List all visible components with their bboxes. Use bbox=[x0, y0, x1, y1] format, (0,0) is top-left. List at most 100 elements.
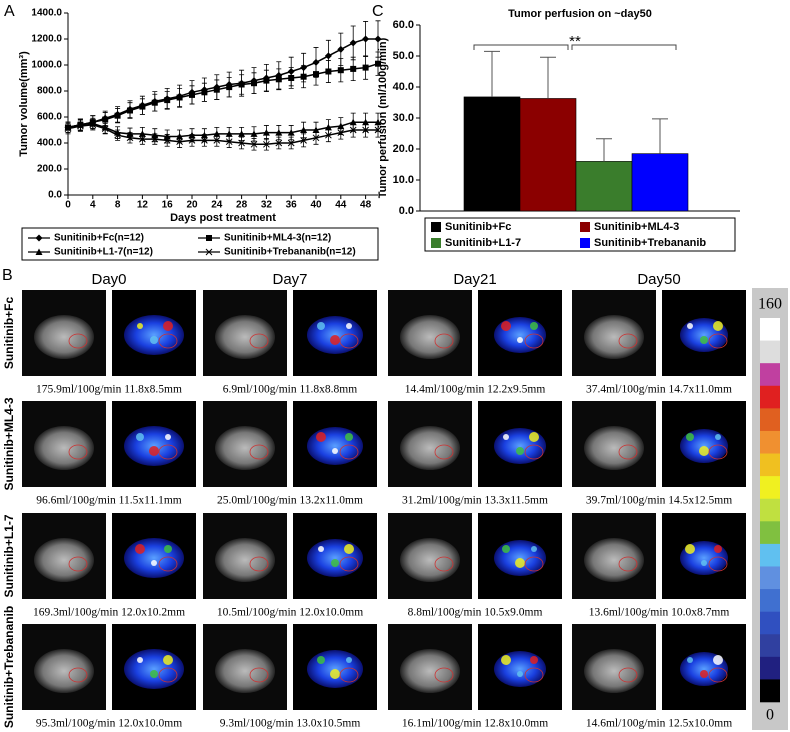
marker bbox=[312, 58, 320, 66]
perfusion-spot bbox=[330, 335, 340, 345]
group-label: Sunitinib+Trebananib bbox=[2, 606, 16, 728]
marker bbox=[114, 112, 121, 119]
caption: 9.3ml/100g/min 13.0x10.5mm bbox=[220, 718, 361, 730]
panel-label: A bbox=[4, 3, 15, 20]
marker bbox=[288, 75, 295, 81]
legend-swatch bbox=[580, 238, 590, 248]
marker bbox=[238, 81, 245, 88]
marker bbox=[163, 137, 171, 144]
error-bar bbox=[652, 118, 668, 154]
perfusion-spot bbox=[151, 560, 157, 566]
chart-title: Tumor perfusion on ~day50 bbox=[508, 8, 652, 20]
tumor-outline bbox=[618, 667, 638, 683]
marker bbox=[64, 125, 72, 133]
marker bbox=[325, 68, 332, 75]
perfusion-spot bbox=[332, 448, 338, 454]
caption: 25.0ml/100g/min 13.2x11.0mm bbox=[217, 495, 363, 507]
perfusion-spot bbox=[517, 671, 523, 677]
legend-label: Sunitinib+Fc(n=12) bbox=[54, 233, 144, 244]
perfusion-region bbox=[307, 539, 363, 577]
day-label: Day7 bbox=[272, 271, 307, 288]
marker bbox=[374, 35, 382, 43]
x-tick-label: 36 bbox=[286, 200, 298, 211]
colorbar-cell bbox=[760, 611, 780, 635]
perfusion-spot bbox=[515, 558, 525, 568]
legend-box bbox=[424, 217, 736, 252]
caption: 175.9ml/100g/min 11.8x8.5mm bbox=[36, 384, 182, 396]
tumor-outline bbox=[434, 556, 454, 572]
legend-label: Sunitinib+Fc bbox=[445, 221, 511, 233]
marker bbox=[275, 76, 282, 83]
x-tick-label: 12 bbox=[137, 200, 149, 211]
caption: 39.7ml/100g/min 14.5x12.5mm bbox=[586, 495, 732, 507]
tumor-outline bbox=[249, 444, 269, 460]
tumor-outline bbox=[524, 556, 544, 572]
marker bbox=[126, 134, 134, 142]
y-tick-label: 30.0 bbox=[393, 112, 414, 124]
perfusion-region bbox=[124, 315, 184, 355]
perfusion-spot bbox=[331, 559, 339, 567]
x-tick-label: 8 bbox=[115, 200, 121, 211]
tumor-outline bbox=[339, 444, 359, 460]
perfusion-spot bbox=[135, 544, 145, 554]
marker bbox=[374, 126, 382, 134]
group-label: Sunitinib+Fc bbox=[2, 297, 16, 370]
tumor-outline bbox=[524, 444, 544, 460]
perfusion-spot bbox=[529, 432, 539, 442]
caption: 6.9ml/100g/min 11.8x8.8mm bbox=[223, 384, 357, 396]
y-tick-label: 0.0 bbox=[48, 190, 62, 201]
marker bbox=[324, 52, 332, 60]
marker bbox=[374, 118, 382, 126]
perfusion-spot bbox=[150, 670, 158, 678]
colorbar-cell bbox=[760, 408, 780, 432]
perfusion-spot bbox=[318, 546, 324, 552]
marker bbox=[114, 131, 121, 139]
tumor-outline bbox=[158, 667, 178, 683]
colorbar-cell bbox=[760, 476, 780, 500]
marker bbox=[287, 139, 295, 147]
x-tick-label: 44 bbox=[335, 200, 347, 211]
marker bbox=[139, 103, 146, 110]
perfusion-spot bbox=[530, 322, 538, 330]
marker bbox=[275, 129, 283, 136]
perfusion-spot bbox=[715, 434, 721, 440]
marker bbox=[139, 135, 146, 143]
marker bbox=[250, 140, 258, 148]
y-tick-label: 10.0 bbox=[393, 174, 414, 186]
caption: 37.4ml/100g/min 14.7x11.0mm bbox=[586, 384, 732, 396]
marker bbox=[151, 135, 159, 143]
tumor-outline bbox=[68, 556, 88, 572]
perfusion-spot bbox=[686, 433, 694, 441]
x-tick-label: 16 bbox=[162, 200, 174, 211]
y-tick-label: 20.0 bbox=[393, 143, 414, 155]
colorbar-max: 160 bbox=[758, 296, 782, 313]
y-tick-label: 40.0 bbox=[393, 81, 414, 93]
tumor-outline bbox=[339, 667, 359, 683]
marker bbox=[362, 35, 370, 43]
tumor-outline bbox=[618, 333, 638, 349]
perfusion-spot bbox=[317, 322, 325, 330]
perfusion-spot bbox=[699, 446, 709, 456]
perfusion-spot bbox=[330, 669, 340, 679]
marker bbox=[213, 86, 220, 93]
series-line bbox=[67, 62, 379, 129]
y-tick-label: 1400.0 bbox=[31, 8, 62, 19]
marker bbox=[251, 80, 257, 87]
y-tick-label: 400.0 bbox=[37, 138, 62, 149]
legend-label: Sunitinib+L1-7 bbox=[445, 237, 521, 249]
marker bbox=[300, 137, 307, 144]
x-tick-label: 4 bbox=[90, 200, 96, 211]
marker bbox=[206, 235, 212, 241]
panel-label: C bbox=[372, 3, 384, 20]
caption: 13.6ml/100g/min 10.0x8.7mm bbox=[589, 607, 730, 619]
perfusion-spot bbox=[516, 447, 524, 455]
colorbar-cell bbox=[760, 634, 780, 658]
perfusion-spot bbox=[501, 321, 511, 331]
marker bbox=[350, 65, 357, 72]
perfusion-spot bbox=[163, 321, 173, 331]
colorbar-cell bbox=[760, 566, 780, 590]
marker bbox=[151, 99, 158, 106]
perfusion-spot bbox=[517, 337, 523, 343]
legend-label: Sunitinib+Trebananib bbox=[594, 237, 706, 249]
marker bbox=[164, 97, 171, 104]
